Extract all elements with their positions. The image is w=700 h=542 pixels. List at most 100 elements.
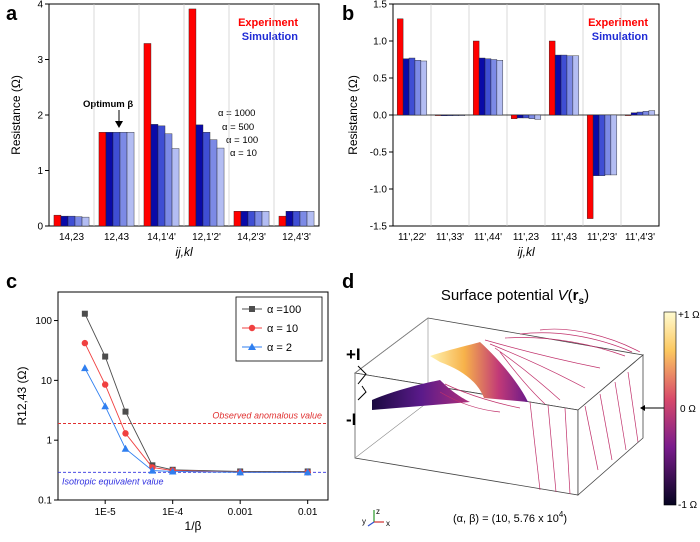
axis-y-label: y (362, 517, 366, 526)
chart-a-xtick-label: 12,1'2' (192, 232, 221, 243)
colorbar-pointer-head (640, 405, 645, 411)
chart-a-bar (60, 215, 69, 227)
chart-a-xtick-label: 12,4'3' (282, 232, 311, 243)
chart-b-bar (440, 114, 448, 116)
panel-d-title: Surface potential V(rs) (441, 287, 589, 307)
chart-b-bar (648, 110, 656, 116)
chart-b-bar (592, 114, 600, 176)
chart-b-xtick-label: 11',43 (551, 232, 578, 243)
chart-b-bar (434, 114, 442, 116)
chart-a-bar (209, 139, 218, 227)
chart-b-bar (554, 54, 562, 116)
chart-b-bar (446, 114, 454, 116)
colorbar-mid-label: 0 Ω (680, 404, 696, 415)
potential-coldspot (372, 380, 470, 410)
colorbar-min-label: -1 Ω (678, 500, 698, 511)
chart-c-ytick-label: 100 (35, 316, 52, 327)
chart-b-bar (496, 60, 504, 116)
chart-b-bar (472, 40, 480, 116)
chart-b-bar (402, 58, 410, 116)
chart-c-xtick-label: 1E-5 (95, 507, 117, 518)
chart-a-bar (261, 210, 270, 227)
chart-b-bar (458, 114, 466, 116)
chart-c-point (148, 466, 157, 474)
chart-a-bar (285, 210, 294, 227)
chart-c-ytick-label: 10 (41, 376, 53, 387)
chart-b-legend-experiment: Experiment (588, 17, 648, 29)
chart-c-ytick-label: 1 (46, 436, 52, 447)
chart-b-bar (478, 57, 486, 116)
chart-a-bar (143, 43, 152, 227)
chart-b-bar (452, 114, 460, 116)
chart-b-bar (604, 114, 612, 176)
chart-a-xtick-label: 14,23 (59, 232, 84, 243)
chart-b-xtick-label: 11',2'3' (587, 232, 617, 243)
axis-x-label: x (386, 519, 390, 528)
chart-a-bar (195, 124, 204, 227)
chart-c-legend-label: α =100 (267, 304, 301, 316)
chart-a-bar (247, 210, 256, 227)
chart-b-ytick-label: -1.5 (370, 222, 388, 233)
chart-b-bar (396, 18, 404, 116)
chart-b-bar (548, 40, 556, 116)
chart-a-bar (105, 132, 114, 227)
chart-b-ytick-label: -1.0 (370, 185, 388, 196)
chart-b-bar (636, 111, 644, 116)
chart-a-alpha-500: α = 500 (222, 122, 254, 133)
chart-b-xlabel: ij,kl (517, 245, 535, 259)
chart-a-bar (164, 133, 173, 227)
chart-b-bar (516, 114, 524, 119)
chart-a-bar (150, 124, 159, 227)
chart-a-legend-experiment: Experiment (238, 17, 298, 29)
chart-b-ytick-label: -0.5 (370, 148, 388, 159)
chart-b-xtick-label: 11',4'3' (625, 232, 655, 243)
chart-b-ytick-label: 1.5 (373, 0, 387, 11)
chart-c-legend-label: α = 2 (267, 342, 292, 354)
electrode-minus-wire (357, 385, 367, 401)
chart-b-bar (534, 114, 542, 120)
chart-c-reference-label: Isotropic equivalent value (62, 476, 164, 486)
chart-a-xlabel: ij,kl (175, 245, 193, 259)
chart-a-optimum-arrowhead (115, 121, 123, 128)
panel-label-b: b (342, 3, 354, 25)
electrode-plus-wire (357, 365, 367, 385)
chart-a-alpha-100: α = 100 (226, 135, 258, 146)
chart-b-ytick-label: 0.5 (373, 74, 387, 85)
chart-b: Resistance (Ω) ij,kl Experiment Simulati… (346, 0, 660, 259)
chart-c-reference-label: Observed anomalous value (212, 411, 322, 421)
chart-b-bar (490, 59, 498, 116)
chart-b-bar (630, 112, 638, 116)
chart-c-point (101, 381, 109, 388)
chart-c-point (236, 468, 244, 476)
potential-hotspot (430, 342, 528, 402)
chart-c-ylabel: R12,43 (Ω) (15, 367, 29, 426)
chart-a-bar (112, 132, 121, 227)
chart-b-legend-simulation: Simulation (592, 31, 649, 43)
chart-b-bar (528, 114, 536, 119)
chart-b-bar (522, 114, 530, 119)
panel-label-d: d (342, 271, 354, 293)
chart-a-bar (240, 210, 249, 227)
chart-a-bar (278, 215, 287, 227)
chart-a-ytick-label: 2 (37, 111, 43, 122)
chart-a-bar (188, 8, 197, 227)
chart-a-optimum-label: Optimum β (83, 99, 133, 110)
chart-b-bar (598, 114, 606, 176)
chart-a-xtick-label: 14,2'3' (237, 232, 266, 243)
chart-c-point (81, 339, 89, 347)
colorbar-max-label: +1 Ω (678, 310, 700, 321)
chart-b-bar (408, 57, 416, 116)
chart-a-ytick-label: 0 (37, 222, 43, 233)
chart-a-bar (53, 214, 62, 227)
chart-b-bar (560, 54, 568, 116)
chart-a-ylabel: Resistance (Ω) (9, 75, 23, 155)
chart-a-bar (157, 125, 166, 227)
chart-a-xtick-label: 12,43 (104, 232, 129, 243)
chart-a-xtick-label: 14,1'4' (147, 232, 176, 243)
chart-a-ytick-label: 4 (37, 0, 43, 11)
chart-b-bar (510, 114, 518, 119)
chart-c-legend-marker (248, 343, 256, 350)
chart-b-xtick-label: 11',44' (474, 232, 502, 243)
chart-a-bar (119, 132, 128, 227)
